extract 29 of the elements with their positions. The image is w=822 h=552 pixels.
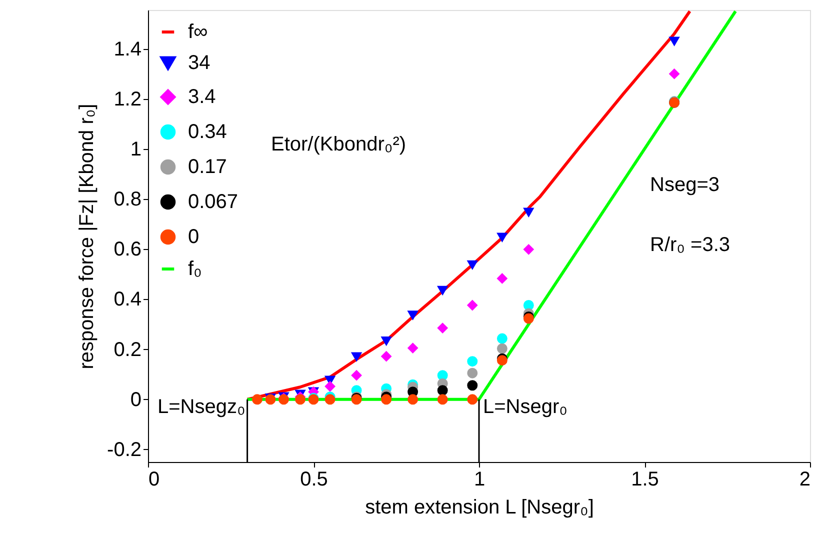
y-tick-label: -0.2 (107, 438, 142, 461)
legend-label: 0.34 (188, 121, 227, 143)
ref-line-label: L=Nsegz₀ (158, 396, 246, 418)
legend-label: 34 (188, 52, 210, 74)
y-tick-label: 1.2 (114, 88, 142, 110)
y-tick-label: 0.6 (114, 238, 142, 261)
legend-label: 3.4 (188, 86, 216, 108)
x-tick-label: 1 (474, 468, 486, 490)
x-tick-label: 0 (148, 468, 160, 490)
legend-label: f∞ (188, 21, 208, 43)
legend-label: 0 (188, 226, 200, 248)
legend-title: Etor/(Kbondr₀²) (271, 134, 406, 156)
y-tick-label: 0.8 (114, 188, 142, 211)
y-axis-title: response force |Fz| [Kbond r₀] (76, 104, 98, 370)
ref-line-label: L=Nsegr₀ (483, 396, 568, 418)
x-axis-title: stem extension L [Nsegr₀] (365, 496, 594, 518)
y-tick-label: 1.4 (114, 38, 142, 60)
y-tick-label: 0.2 (114, 338, 142, 361)
y-tick-label: 1 (130, 138, 142, 160)
annotation: R/r₀ =3.3 (650, 234, 730, 256)
x-tick-label: 1.5 (631, 468, 659, 490)
legend-label: 0.067 (188, 191, 238, 213)
legend-label: f₀ (188, 258, 202, 280)
legend-label: 0.17 (188, 156, 227, 178)
x-tick-label: 2 (799, 468, 810, 490)
y-tick-label: 0.4 (114, 288, 142, 311)
y-tick-label: 0 (130, 388, 142, 411)
x-tick-label: 0.5 (300, 468, 328, 490)
annotation: Nseg=3 (650, 174, 720, 196)
